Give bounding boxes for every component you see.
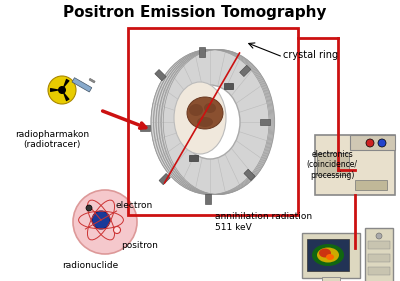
Bar	[128, 28, 298, 215]
Circle shape	[366, 139, 374, 147]
Circle shape	[376, 233, 382, 239]
Circle shape	[86, 205, 92, 211]
Circle shape	[378, 139, 386, 147]
Ellipse shape	[326, 254, 334, 260]
Bar	[224, 83, 232, 89]
Wedge shape	[50, 88, 62, 92]
Bar	[159, 173, 170, 185]
Bar	[355, 180, 387, 190]
Bar	[205, 194, 211, 203]
Wedge shape	[62, 79, 70, 90]
Circle shape	[92, 211, 110, 229]
Bar	[350, 135, 395, 150]
Ellipse shape	[180, 85, 240, 159]
Ellipse shape	[312, 244, 344, 266]
Bar	[368, 254, 390, 262]
Ellipse shape	[189, 104, 203, 116]
Bar	[244, 169, 255, 180]
Wedge shape	[62, 90, 70, 101]
Circle shape	[114, 226, 120, 234]
Text: electronics
(coincidence/
processing): electronics (coincidence/ processing)	[306, 150, 358, 180]
Ellipse shape	[317, 248, 339, 262]
Circle shape	[58, 86, 66, 94]
Ellipse shape	[197, 117, 213, 127]
Ellipse shape	[151, 49, 269, 194]
Bar	[155, 69, 166, 81]
Text: annihilation radiation
511 keV: annihilation radiation 511 keV	[215, 212, 312, 232]
Bar	[260, 119, 270, 125]
Text: radiopharmakon
(radiotracer): radiopharmakon (radiotracer)	[15, 130, 89, 149]
Bar	[315, 135, 395, 195]
Ellipse shape	[156, 49, 272, 194]
Circle shape	[73, 190, 137, 254]
Bar	[317, 153, 349, 175]
Ellipse shape	[319, 248, 331, 257]
Bar	[199, 46, 205, 56]
Ellipse shape	[187, 97, 223, 129]
Bar	[140, 125, 150, 131]
Bar	[240, 65, 251, 76]
Ellipse shape	[154, 49, 270, 194]
Bar	[368, 267, 390, 275]
Text: crystal ring: crystal ring	[283, 50, 338, 60]
Bar	[307, 239, 349, 271]
Bar	[365, 228, 393, 281]
Bar	[89, 78, 95, 83]
Ellipse shape	[162, 49, 275, 194]
Text: Positron Emission Tomography: Positron Emission Tomography	[63, 6, 327, 21]
Ellipse shape	[174, 82, 226, 154]
Text: positron: positron	[121, 241, 158, 250]
Text: electron: electron	[115, 201, 152, 210]
Text: radionuclide: radionuclide	[62, 260, 118, 269]
Bar	[322, 277, 340, 281]
Circle shape	[48, 76, 76, 104]
Bar	[188, 155, 198, 161]
Bar	[368, 241, 390, 249]
Bar	[72, 78, 92, 92]
Ellipse shape	[204, 103, 216, 113]
Ellipse shape	[159, 49, 273, 194]
Bar	[302, 233, 360, 278]
